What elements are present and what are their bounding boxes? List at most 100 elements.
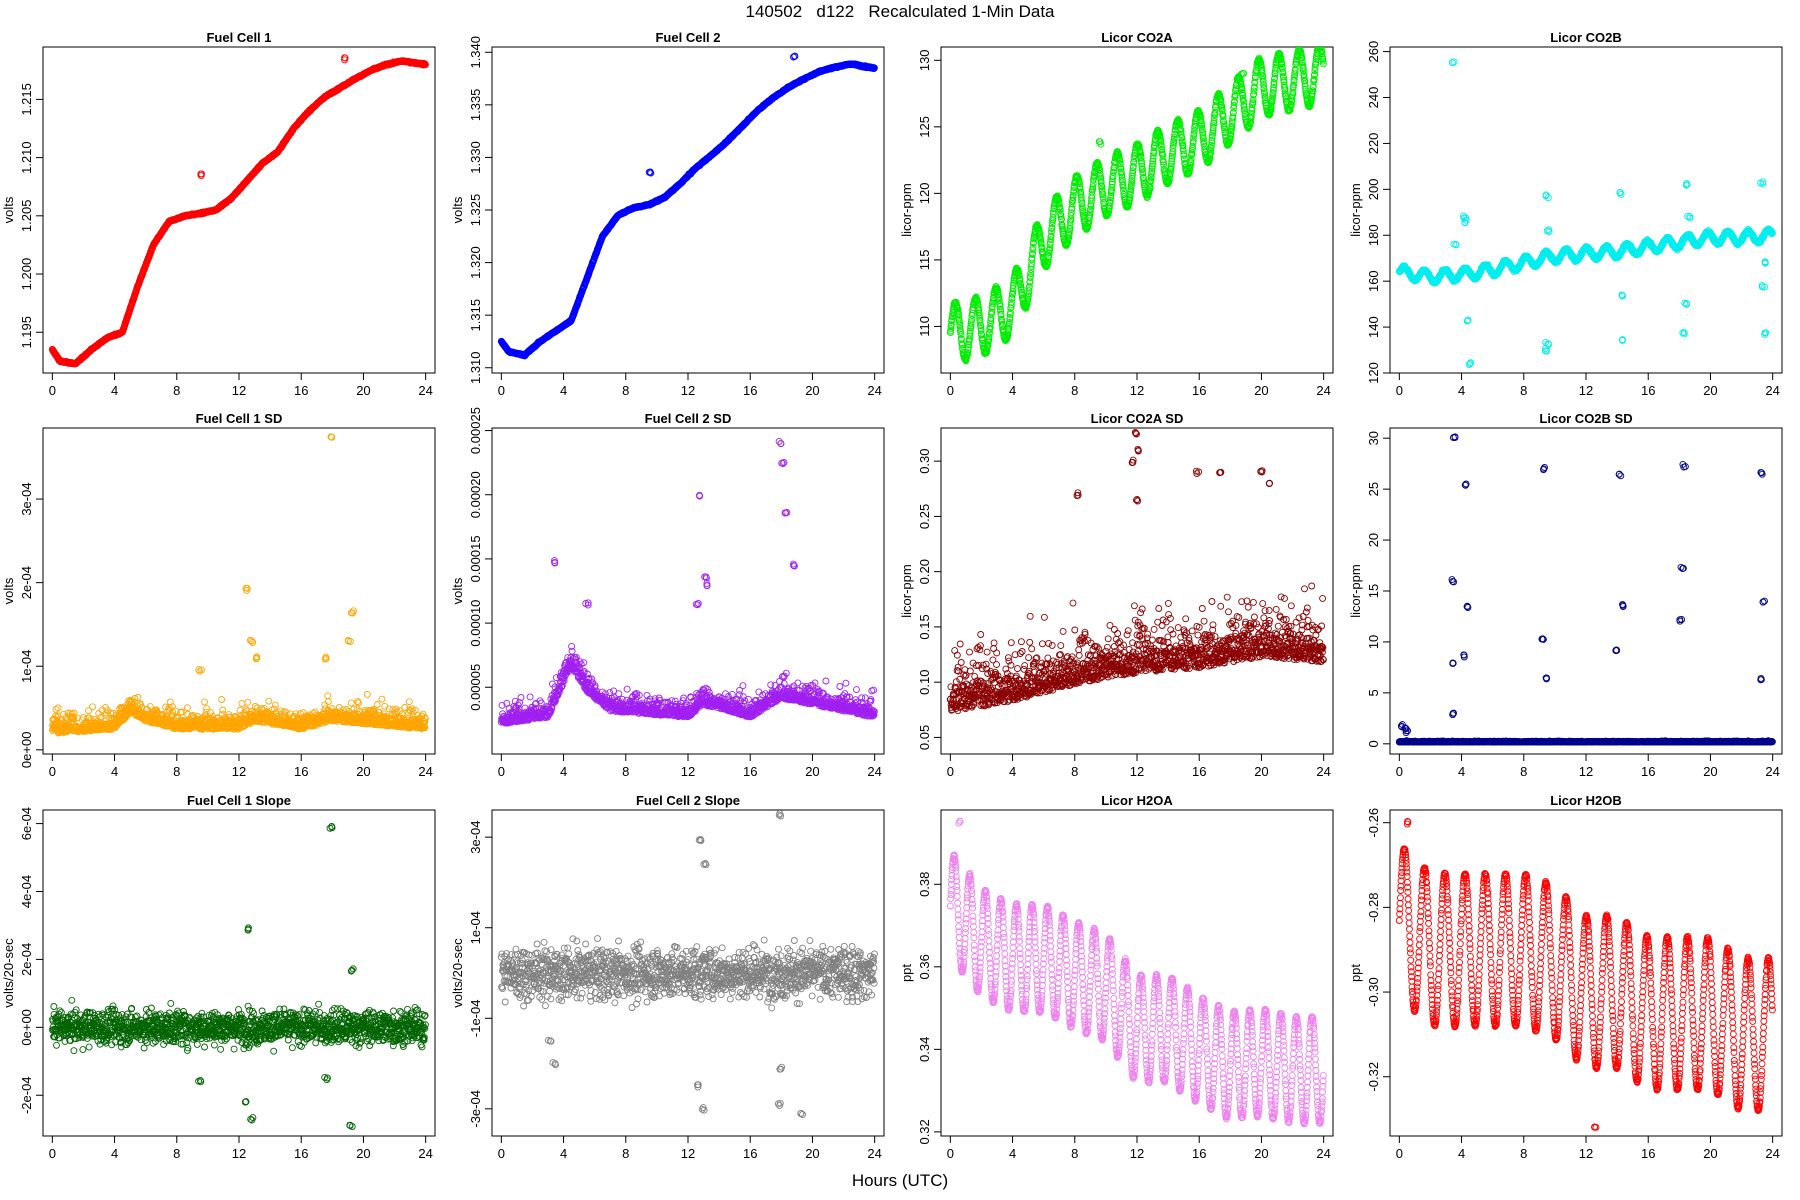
data-point xyxy=(1168,152,1176,160)
data-point xyxy=(1270,79,1278,86)
data-point xyxy=(1241,110,1249,118)
data-point xyxy=(1068,200,1076,208)
data-point xyxy=(1258,69,1266,77)
data-point xyxy=(1290,73,1298,81)
x-tick-label: 8 xyxy=(173,383,180,398)
data-point xyxy=(1024,292,1032,300)
data-point xyxy=(983,346,991,354)
data-point xyxy=(996,303,1004,311)
data-point xyxy=(1105,208,1113,216)
data-point xyxy=(1126,190,1134,198)
y-tick-label: 1.340 xyxy=(468,36,483,69)
data-point xyxy=(1007,309,1014,317)
data-point xyxy=(1149,160,1157,168)
x-tick-label: 24 xyxy=(418,383,432,398)
data-point xyxy=(958,341,966,349)
panel-1: Fuel Cell 10 4 8 12 16 20 241.1951.2001.2051.2… xyxy=(1,30,436,398)
data-point xyxy=(1030,238,1038,246)
data-point xyxy=(1177,131,1185,139)
data-point xyxy=(1209,129,1217,137)
data-point xyxy=(1250,83,1258,91)
data-point xyxy=(1229,109,1237,116)
x-tick-label: 20 xyxy=(356,383,370,398)
data-point xyxy=(1210,121,1217,129)
data-point xyxy=(1017,284,1025,291)
data-point xyxy=(1088,191,1096,199)
y-tick-label: 1.200 xyxy=(19,258,34,291)
y-tick-label: 200 xyxy=(1366,178,1381,200)
y-tick-label: 1.320 xyxy=(468,246,483,279)
data-point xyxy=(1006,313,1014,321)
data-point xyxy=(1176,121,1184,129)
y-tick-label: 1.330 xyxy=(468,141,483,174)
data-point xyxy=(990,294,998,301)
data-point xyxy=(1177,128,1185,135)
plot-frame xyxy=(42,46,436,374)
data-point xyxy=(1279,69,1287,77)
data-point xyxy=(1087,205,1095,213)
x-tick-label: 24 xyxy=(1765,383,1779,398)
data-point xyxy=(1056,206,1064,213)
y-tick-label: 1.210 xyxy=(19,141,34,174)
data-point xyxy=(1008,294,1016,302)
data-point xyxy=(1299,67,1307,75)
data-point xyxy=(1278,65,1286,73)
data-point xyxy=(985,336,993,344)
data-point xyxy=(1117,169,1125,177)
y-tick-label: 120 xyxy=(1366,362,1381,384)
data-point xyxy=(1280,78,1288,86)
data-point xyxy=(1315,47,1323,50)
data-point xyxy=(956,322,964,330)
y-tick-label: 110 xyxy=(917,316,932,337)
data-point xyxy=(1128,179,1136,187)
data-point xyxy=(1226,135,1234,143)
panel-title: Fuel Cell 2 xyxy=(655,30,720,45)
data-point xyxy=(1190,134,1197,142)
data-point xyxy=(1023,300,1031,308)
data-point xyxy=(987,319,994,327)
data-point xyxy=(1228,117,1236,125)
y-tick-label: 140 xyxy=(1366,316,1381,338)
data-point xyxy=(966,327,974,335)
data-point xyxy=(1260,85,1268,93)
data-point xyxy=(1047,232,1055,240)
x-tick-label: 4 xyxy=(111,383,118,398)
data-point xyxy=(1028,254,1036,262)
data-point xyxy=(1025,287,1033,295)
data-point xyxy=(1157,138,1165,146)
data-point xyxy=(1168,154,1176,162)
data-point xyxy=(1248,109,1256,117)
y-tick-label: 1.310 xyxy=(468,351,483,384)
x-tick-label: 4 xyxy=(560,383,567,398)
data-point xyxy=(1287,100,1295,108)
y-tick-label: 1.205 xyxy=(19,200,34,233)
data-point xyxy=(1064,238,1072,246)
data-point xyxy=(1098,183,1106,191)
data-point xyxy=(1248,105,1256,112)
data-point xyxy=(1026,272,1034,280)
data-point xyxy=(1109,168,1117,176)
data-point xyxy=(1231,91,1239,99)
data-point xyxy=(1057,210,1065,218)
data-point xyxy=(1202,151,1210,159)
data-point xyxy=(1005,319,1013,326)
data-point xyxy=(1317,47,1324,49)
data-point xyxy=(1207,141,1215,149)
data-point xyxy=(1055,196,1063,204)
data-point xyxy=(1227,130,1235,138)
data-point xyxy=(1069,196,1077,204)
data-point xyxy=(1171,130,1179,138)
data-point xyxy=(1148,167,1156,175)
data-point xyxy=(1240,97,1248,105)
data-point xyxy=(1059,225,1067,233)
data-point xyxy=(1219,113,1227,121)
x-tick-label: 20 xyxy=(805,383,819,398)
y-tick-label: 1.215 xyxy=(19,83,34,116)
data-point xyxy=(955,318,963,326)
data-point xyxy=(1127,186,1135,194)
data-point xyxy=(1266,111,1274,118)
data-point xyxy=(975,311,983,319)
data-point xyxy=(1009,289,1017,297)
